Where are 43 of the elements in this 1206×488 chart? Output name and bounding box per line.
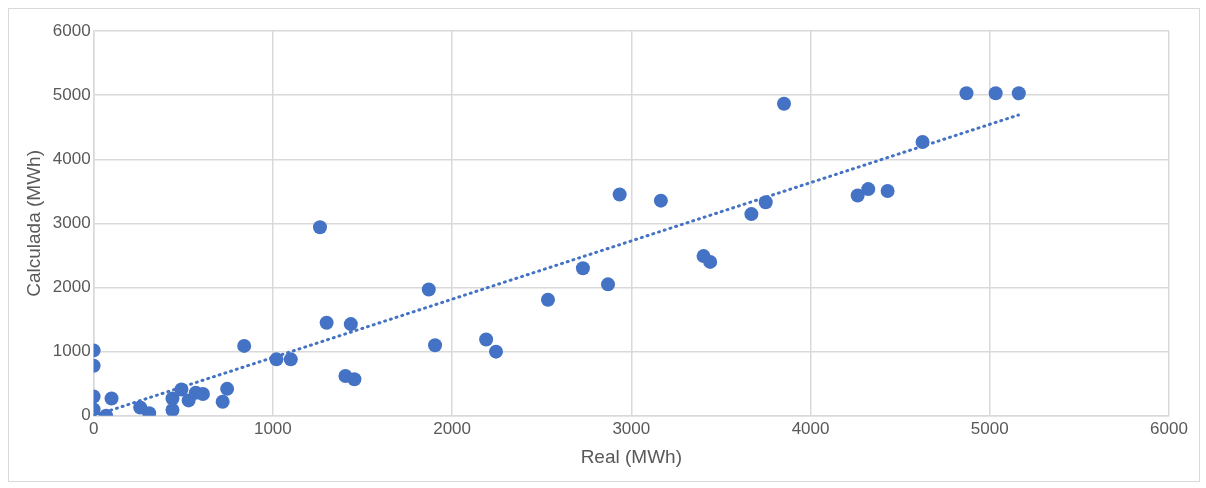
point bbox=[215, 394, 230, 409]
point bbox=[850, 188, 865, 203]
y-tick-label: 1000 bbox=[52, 341, 91, 361]
point bbox=[421, 282, 436, 297]
x-tick-label: 1000 bbox=[253, 418, 292, 438]
y-tick-label: 5000 bbox=[52, 84, 91, 104]
point bbox=[1011, 86, 1026, 101]
y-tick-label: 2000 bbox=[52, 277, 91, 297]
point bbox=[428, 338, 443, 353]
point bbox=[479, 332, 494, 347]
y-tick-label: 6000 bbox=[52, 20, 91, 40]
y-tick-label: 3000 bbox=[52, 213, 91, 233]
point bbox=[347, 372, 362, 387]
point bbox=[540, 292, 555, 307]
x-tick-label: 4000 bbox=[791, 418, 830, 438]
point bbox=[312, 220, 327, 235]
point bbox=[880, 184, 895, 199]
point bbox=[575, 261, 590, 276]
point bbox=[653, 193, 668, 208]
point bbox=[104, 391, 119, 406]
y-tick-label: 0 bbox=[81, 405, 91, 425]
x-tick-label: 2000 bbox=[433, 418, 471, 438]
point bbox=[319, 315, 334, 330]
point bbox=[988, 86, 1003, 101]
point bbox=[703, 254, 718, 269]
x-tick-label: 3000 bbox=[612, 418, 651, 438]
x-tick-label: 6000 bbox=[1150, 418, 1188, 438]
point bbox=[343, 317, 358, 332]
point bbox=[488, 344, 503, 359]
point bbox=[612, 187, 627, 202]
point bbox=[861, 182, 876, 197]
y-axis-title: Calculada (MWh) bbox=[22, 150, 44, 297]
x-axis-title: Real (MWh) bbox=[580, 445, 682, 467]
point bbox=[777, 96, 792, 111]
point bbox=[165, 391, 180, 406]
point bbox=[744, 207, 759, 222]
point bbox=[601, 277, 616, 292]
point bbox=[237, 338, 252, 353]
point bbox=[220, 381, 235, 396]
point bbox=[959, 86, 974, 101]
point bbox=[283, 352, 298, 367]
x-tick-label: 5000 bbox=[970, 418, 1009, 438]
y-tick-label: 4000 bbox=[52, 148, 91, 168]
